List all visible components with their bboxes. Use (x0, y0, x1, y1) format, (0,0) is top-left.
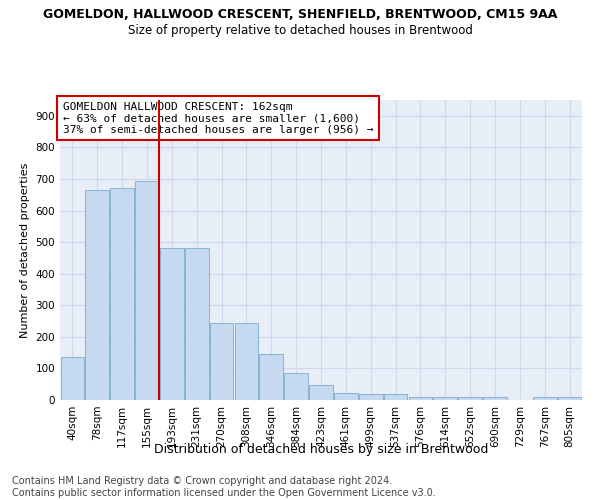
Text: Contains HM Land Registry data © Crown copyright and database right 2024.
Contai: Contains HM Land Registry data © Crown c… (12, 476, 436, 498)
Bar (359, 394, 383, 400)
Bar (160, 248, 184, 400)
Bar (135, 180, 159, 400)
Bar (334, 393, 358, 400)
Bar (61, 358, 84, 400)
Bar (284, 373, 308, 400)
Bar (185, 248, 209, 400)
Bar (384, 394, 407, 400)
Bar (210, 322, 233, 400)
Bar (433, 397, 457, 400)
Y-axis label: Number of detached properties: Number of detached properties (20, 162, 30, 338)
Bar (85, 190, 109, 400)
Bar (409, 397, 432, 400)
Text: GOMELDON, HALLWOOD CRESCENT, SHENFIELD, BRENTWOOD, CM15 9AA: GOMELDON, HALLWOOD CRESCENT, SHENFIELD, … (43, 8, 557, 20)
Text: Distribution of detached houses by size in Brentwood: Distribution of detached houses by size … (154, 442, 488, 456)
Text: Size of property relative to detached houses in Brentwood: Size of property relative to detached ho… (128, 24, 472, 37)
Bar (483, 398, 507, 400)
Bar (309, 385, 333, 400)
Bar (558, 398, 581, 400)
Bar (458, 398, 482, 400)
Text: GOMELDON HALLWOOD CRESCENT: 162sqm
← 63% of detached houses are smaller (1,600)
: GOMELDON HALLWOOD CRESCENT: 162sqm ← 63%… (62, 102, 373, 134)
Bar (259, 354, 283, 400)
Bar (533, 398, 557, 400)
Bar (110, 188, 134, 400)
Bar (235, 322, 258, 400)
